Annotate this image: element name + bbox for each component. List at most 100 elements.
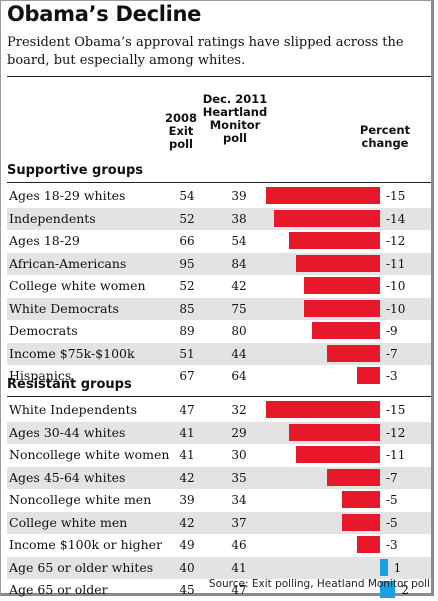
exit-poll-value: 54 xyxy=(179,189,195,203)
table-row: Income $75k-$100k 51 44 -7 xyxy=(7,342,431,365)
exit-poll-value: 41 xyxy=(179,448,195,462)
exit-poll-value: 95 xyxy=(179,256,195,271)
exit-poll-value: 52 xyxy=(179,279,195,293)
percent-change-label: -5 xyxy=(386,515,398,530)
exit-poll-value: 42 xyxy=(179,515,195,530)
percent-change-label: -7 xyxy=(386,470,398,485)
negative-change-bar xyxy=(326,468,380,486)
percent-change-label: -3 xyxy=(386,369,398,383)
percent-change-label: -11 xyxy=(386,448,406,462)
negative-change-bar xyxy=(304,277,380,294)
source-note: Source: Exit polling, Heatland Monitor p… xyxy=(208,578,430,590)
percent-change-label: -3 xyxy=(386,538,398,552)
negative-change-bar xyxy=(296,446,380,463)
percent-change-label: -15 xyxy=(386,403,406,417)
negative-change-bar xyxy=(357,536,380,553)
row-label: Hispanics xyxy=(9,368,72,383)
exit-poll-value: 85 xyxy=(179,301,195,316)
column-header-percent-change: Percent change xyxy=(359,123,411,150)
exit-poll-value: 51 xyxy=(179,346,195,361)
negative-change-bar xyxy=(342,491,380,508)
negative-change-bar xyxy=(357,367,380,384)
negative-change-bar xyxy=(304,299,380,317)
table-row: White Democrats 85 75 -10 xyxy=(7,297,431,320)
row-label: Independents xyxy=(9,210,96,226)
heartland-value: 38 xyxy=(231,211,247,226)
row-label: Democrats xyxy=(9,323,78,338)
heartland-value: 75 xyxy=(231,301,247,316)
table-row: Democrats 89 80 -9 xyxy=(7,320,431,342)
chart-title: Obama’s Decline xyxy=(7,2,202,26)
percent-change-label: -14 xyxy=(386,211,406,226)
exit-poll-value: 47 xyxy=(179,403,195,417)
percent-change-label: -9 xyxy=(386,324,398,338)
row-label: College white women xyxy=(9,278,146,293)
row-label: Age 65 or older xyxy=(9,582,108,597)
heartland-value: 84 xyxy=(231,256,247,271)
section-divider xyxy=(7,396,431,397)
negative-change-bar xyxy=(266,401,380,418)
table-row: Ages 18-29 66 54 -12 xyxy=(7,230,431,252)
heartland-value: 46 xyxy=(231,538,247,552)
row-label: White Independents xyxy=(9,402,138,417)
percent-change-label: 2 xyxy=(401,583,409,597)
table-row: White Independents 47 32 -15 xyxy=(7,399,431,421)
positive-change-bar xyxy=(380,558,388,576)
heartland-value: 30 xyxy=(231,448,247,462)
column-header-heartland: Dec. 2011 Heartland Monitor poll xyxy=(202,92,268,145)
table-row: African-Americans 95 84 -11 xyxy=(7,252,431,275)
heartland-value: 35 xyxy=(231,470,247,485)
row-label: Income $75k-$100k xyxy=(9,345,135,361)
heartland-value: 37 xyxy=(231,515,247,530)
exit-poll-value: 41 xyxy=(179,425,195,440)
row-label: Ages 18-29 xyxy=(9,233,80,248)
negative-change-bar xyxy=(288,232,380,249)
exit-poll-value: 40 xyxy=(179,560,195,575)
table-row: Noncollege white women 41 30 -11 xyxy=(7,444,431,466)
negative-change-bar xyxy=(296,254,380,272)
exit-poll-value: 52 xyxy=(179,211,195,226)
table-row: Age 65 or older whites 40 41 1 xyxy=(7,556,431,579)
percent-change-label: -11 xyxy=(386,256,406,271)
exit-poll-value: 66 xyxy=(179,234,195,248)
exit-poll-value: 89 xyxy=(179,324,195,338)
percent-change-label: -7 xyxy=(386,346,398,361)
heartland-value: 34 xyxy=(231,493,247,507)
heartland-value: 29 xyxy=(231,425,247,440)
row-label: Ages 30-44 whites xyxy=(9,424,126,440)
table-row: Ages 45-64 whites 42 35 -7 xyxy=(7,466,431,489)
positive-change-bar xyxy=(380,581,396,598)
table-row: College white men 42 37 -5 xyxy=(7,511,431,534)
heartland-value: 42 xyxy=(231,279,247,293)
percent-change-label: -10 xyxy=(386,279,406,293)
row-label: Noncollege white women xyxy=(9,447,170,462)
row-label: Noncollege white men xyxy=(9,492,152,507)
negative-change-bar xyxy=(326,344,380,362)
negative-change-bar xyxy=(266,187,380,204)
heartland-value: 39 xyxy=(231,189,247,203)
heartland-value: 41 xyxy=(231,560,247,575)
exit-poll-value: 45 xyxy=(179,583,195,597)
row-label: African-Americans xyxy=(9,255,127,271)
exit-poll-value: 67 xyxy=(179,369,195,383)
row-label: College white men xyxy=(9,514,128,530)
row-label: Ages 45-64 whites xyxy=(9,469,126,485)
row-label: Age 65 or older whites xyxy=(9,559,154,575)
percent-change-label: -5 xyxy=(386,493,398,507)
percent-change-label: 1 xyxy=(393,560,402,575)
heartland-value: 32 xyxy=(231,403,247,417)
table-row: Ages 18-29 whites 54 39 -15 xyxy=(7,185,431,207)
heartland-value: 64 xyxy=(231,369,247,383)
chart-subtitle: President Obama’s approval ratings have … xyxy=(7,35,404,68)
percent-change-label: -10 xyxy=(386,301,406,316)
heartland-value: 47 xyxy=(231,583,247,597)
table-row: Ages 30-44 whites 41 29 -12 xyxy=(7,421,431,444)
table-row: Hispanics 67 64 -3 xyxy=(7,365,431,387)
table-row: College white women 52 42 -10 xyxy=(7,275,431,297)
row-label: Income $100k or higher xyxy=(9,537,163,552)
negative-change-bar xyxy=(273,209,380,227)
table-row: Age 65 or older 45 47 2 xyxy=(7,579,431,601)
heartland-value: 80 xyxy=(231,324,247,338)
column-header-exit-poll: 2008 Exit poll xyxy=(164,111,197,151)
